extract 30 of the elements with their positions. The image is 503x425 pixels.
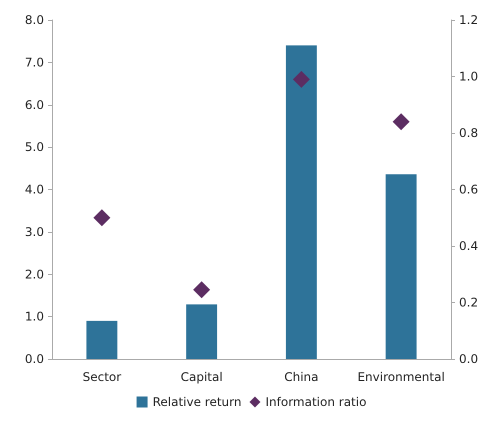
y2-tick-label: 0.8: [459, 126, 478, 140]
bar: [186, 304, 218, 359]
x-tick-label: Sector: [82, 370, 122, 384]
y2-tick-label: 0.2: [459, 296, 478, 310]
x-tick-label: Capital: [180, 370, 223, 384]
y2-tick-label: 0.4: [459, 239, 478, 253]
x-tick-label: China: [284, 370, 319, 384]
y2-tick-label: 0.0: [459, 352, 478, 366]
y-tick-label: 2.0: [24, 267, 44, 282]
point: [193, 281, 210, 298]
legend-label: Relative return: [152, 395, 242, 409]
point: [292, 70, 310, 88]
y-tick-label: 0.0: [24, 352, 44, 366]
y2-tick-label: 1.2: [459, 13, 478, 27]
point: [392, 113, 410, 130]
y-tick-label: 7.0: [24, 55, 44, 70]
y-tick-label: 5.0: [24, 140, 44, 154]
y-tick-label: 4.0: [24, 182, 44, 196]
y-tick-label: 1.0: [24, 310, 44, 324]
x-tick-label: Environmental: [357, 370, 445, 384]
bar: [286, 45, 317, 359]
bar: [386, 174, 417, 359]
y-tick-label: 8.0: [24, 13, 44, 27]
y2-tick-label: 1.0: [459, 70, 478, 84]
bar: [86, 320, 118, 359]
legend-label: Information ratio: [265, 395, 366, 409]
y-tick-label: 3.0: [24, 224, 44, 239]
y2-tick-label: 0.6: [459, 182, 478, 196]
y-tick-label: 6.0: [24, 98, 44, 112]
point: [93, 209, 110, 226]
